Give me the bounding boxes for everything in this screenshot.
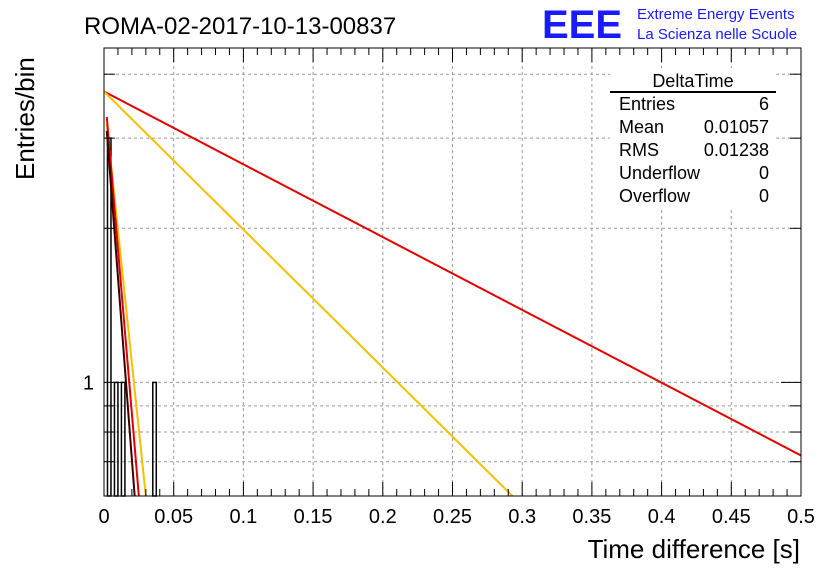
- eee-logo: EEE Extreme Energy Events La Scienza nel…: [542, 3, 797, 47]
- x-tick-label: 0.4: [648, 506, 676, 528]
- stats-row-label: Mean: [619, 117, 664, 137]
- stats-row-value: 0.01057: [704, 117, 769, 137]
- stats-box: DeltaTime Entries 6 Mean 0.01057 RMS 0.01238U…: [610, 68, 776, 208]
- x-tick-label: 0: [98, 506, 109, 528]
- plot-frame: [103, 47, 802, 497]
- fit-curve: [104, 90, 514, 496]
- stats-row-label: Underflow: [619, 163, 701, 183]
- y-axis-label: Entries/bin: [10, 57, 40, 180]
- fit-curve: [105, 130, 136, 496]
- x-tick-label: 0.3: [508, 506, 536, 528]
- stats-row-value: 0: [759, 163, 769, 183]
- x-tick-label: 0.25: [433, 506, 472, 528]
- stats-row-value: 6: [759, 94, 769, 114]
- y-tick-label: 1: [83, 372, 94, 394]
- stats-title: DeltaTime: [652, 71, 733, 91]
- x-tick-label: 0.2: [369, 506, 397, 528]
- logo-letters: EEE: [542, 3, 622, 47]
- stats-row-value: 0: [759, 186, 769, 206]
- logo-line-2: La Scienza nelle Scuole: [637, 26, 797, 43]
- stats-row-label: Entries: [619, 94, 675, 114]
- x-tick-label: 0.5: [787, 506, 815, 528]
- x-tick-label: 0.15: [294, 506, 333, 528]
- grid: [104, 48, 801, 497]
- stats-row-label: Overflow: [619, 186, 691, 206]
- x-axis-label: Time difference [s]: [588, 534, 800, 564]
- histogram-bar: [113, 381, 119, 497]
- x-tick-label: 0.45: [712, 506, 751, 528]
- fit-curves: [104, 90, 801, 496]
- logo-line-1: Extreme Energy Events: [637, 6, 795, 23]
- fit-curve: [105, 116, 140, 496]
- stats-row-label: RMS: [619, 140, 659, 160]
- x-tick-label: 0.1: [229, 506, 257, 528]
- histogram-bar: [152, 381, 158, 497]
- histogram-bar: [120, 381, 126, 497]
- stats-row-value: 0.01238: [704, 140, 769, 160]
- axis-ticks: 0 0.05 0.1 0.15 0.2 0.25 0.3 0.35 0.4 0.45 0.5 1: [83, 48, 815, 528]
- x-tick-label: 0.35: [572, 506, 611, 528]
- fit-curve: [104, 90, 801, 457]
- run-title: ROMA-02-2017-10-13-00837: [84, 13, 396, 40]
- x-tick-label: 0.05: [154, 506, 193, 528]
